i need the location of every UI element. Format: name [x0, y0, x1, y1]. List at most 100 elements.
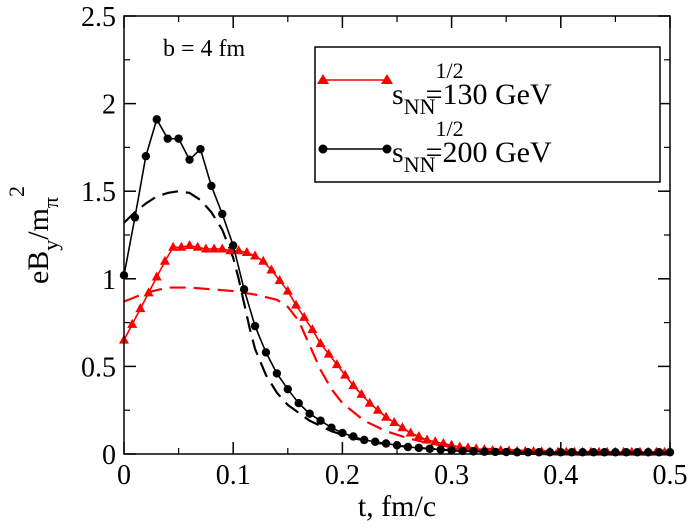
data-point-130	[258, 255, 269, 265]
legend-label-200: sNN 1/2 =200 GeV	[392, 116, 552, 177]
series-line-3	[123, 190, 671, 456]
data-point-130	[413, 430, 424, 440]
y-tick-label: 2.5	[81, 2, 116, 33]
data-point-200	[305, 409, 314, 418]
data-point-130	[200, 243, 211, 253]
x-tick-label: 0.3	[434, 460, 469, 491]
x-tick-label: 0.4	[543, 460, 578, 491]
data-point-130	[233, 245, 244, 255]
data-point-130	[356, 388, 367, 398]
data-point-130	[176, 241, 187, 251]
data-point-130	[438, 437, 449, 447]
data-point-200	[141, 151, 151, 161]
data-point-130	[184, 240, 195, 250]
legend-200-sup: 1/2	[435, 116, 463, 141]
legend-marker-200-left	[318, 144, 328, 154]
data-point-200	[239, 285, 249, 294]
data-point-200	[316, 416, 325, 425]
data-point-130	[381, 411, 392, 421]
data-point-200	[196, 144, 205, 154]
data-point-200	[360, 435, 369, 445]
y-tick-label: 1	[102, 265, 116, 296]
data-point-200	[283, 384, 292, 394]
data-point-200	[578, 448, 587, 457]
data-point-200	[229, 241, 238, 250]
legend-130-sup: 1/2	[435, 58, 463, 83]
annotation-impact-parameter: b = 4 fm	[163, 36, 246, 62]
x-tick-label: 0.2	[325, 460, 360, 491]
data-point-130	[389, 416, 400, 426]
data-point-200	[185, 155, 194, 164]
plot-frame	[123, 15, 671, 455]
data-point-130	[151, 271, 162, 281]
legend-label-130: sNN 1/2 =130 GeV	[392, 58, 552, 119]
data-point-130	[274, 275, 285, 285]
data-point-130	[282, 285, 293, 295]
data-point-200	[589, 448, 598, 457]
data-point-200	[294, 398, 303, 408]
data-point-130	[299, 311, 310, 321]
data-point-130	[168, 241, 179, 251]
data-point-200	[327, 423, 336, 432]
data-point-130	[348, 380, 359, 390]
x-tick-label: 0.5	[653, 460, 688, 491]
data-point-200	[600, 448, 609, 457]
data-point-200	[338, 428, 347, 438]
data-point-130	[159, 255, 170, 265]
data-point-200	[272, 369, 282, 378]
legend-130-sub: NN	[404, 94, 436, 119]
data-point-200	[491, 447, 500, 457]
data-point-200	[250, 321, 260, 331]
legend-130-rest: =130 GeV	[426, 78, 552, 111]
legend-entry-200: sNN 1/2 =200 GeV	[318, 116, 552, 177]
legend-200-rest: =200 GeV	[426, 136, 552, 169]
data-point-130	[372, 404, 383, 414]
data-point-130	[192, 241, 203, 251]
data-point-130	[225, 245, 236, 255]
data-point-130	[331, 359, 342, 369]
legend: sNN1/2 =130 GeV sNN1/2 =200 GeV	[314, 46, 661, 183]
data-point-200	[163, 134, 172, 143]
y-tick-label: 2	[102, 90, 116, 121]
data-point-130	[290, 299, 301, 309]
legend-box	[314, 46, 661, 183]
data-point-200	[403, 442, 413, 452]
data-point-200	[152, 115, 161, 124]
data-point-130	[364, 397, 375, 407]
legend-130-s: s	[392, 78, 404, 111]
legend-entry-130: sNN 1/2 =130 GeV	[317, 58, 552, 119]
y-axis-title: eBy/mπ2	[4, 186, 63, 284]
data-point-200	[174, 134, 183, 143]
data-point-130	[307, 324, 318, 334]
data-point-200	[261, 348, 271, 357]
axis-ticks: 0 0.1 0.2 0.3 0.4 0.5 0 0.5 1 1.5 2 2.5	[81, 2, 688, 491]
data-point-200	[654, 448, 664, 457]
data-point-200	[534, 448, 544, 457]
series-line-2	[123, 286, 670, 454]
data-point-200	[633, 448, 642, 457]
data-point-130	[143, 287, 154, 297]
data-point-200	[567, 448, 576, 457]
data-point-200	[414, 443, 424, 453]
y-axis-title-text: eBy/mπ2	[4, 186, 63, 284]
data-point-130	[250, 250, 261, 260]
x-axis-title: t, fm/c	[358, 490, 436, 523]
data-point-200	[622, 448, 631, 457]
y-tick-label: 1.5	[81, 177, 116, 208]
data-point-130	[397, 422, 408, 432]
data-point-200	[207, 181, 216, 191]
data-point-200	[130, 213, 140, 222]
data-point-200	[512, 448, 522, 457]
legend-marker-200-right	[382, 144, 392, 154]
data-point-200	[349, 432, 358, 441]
data-point-200	[218, 209, 227, 219]
y-title-sub: y	[38, 240, 63, 251]
data-point-130	[315, 338, 326, 348]
data-point-130	[340, 369, 351, 379]
data-point-130	[323, 348, 334, 358]
x-tick-label: 0.1	[216, 460, 251, 491]
data-point-200	[545, 448, 555, 457]
data-point-130	[241, 247, 252, 257]
y-title-sep: /m	[22, 208, 55, 240]
data-point-130	[422, 434, 433, 444]
